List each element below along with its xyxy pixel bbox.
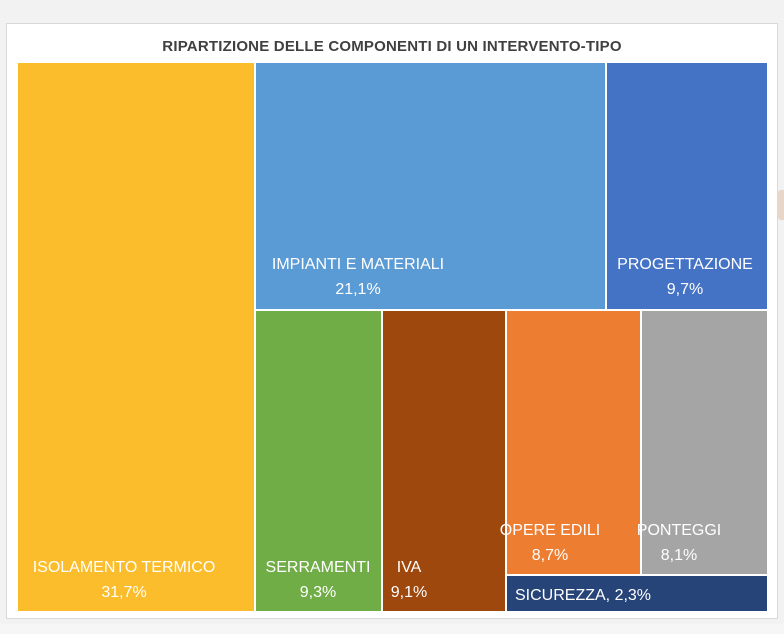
- tile-serramenti: [256, 311, 381, 611]
- tile-label-isolamento-termico: ISOLAMENTO TERMICO: [33, 559, 216, 576]
- tile-label-ponteggi: PONTEGGI: [637, 522, 721, 539]
- tile-label-impianti-e-materiali: IMPIANTI E MATERIALI: [272, 256, 444, 273]
- tile-label-progettazione: PROGETTAZIONE: [617, 256, 753, 273]
- chart-title: RIPARTIZIONE DELLE COMPONENTI DI UN INTE…: [162, 38, 622, 55]
- tile-ponteggi: [642, 311, 767, 574]
- tile-opere-edili: [507, 311, 640, 574]
- window-bottom-strip: [0, 624, 784, 634]
- tile-value-isolamento-termico: 31,7%: [101, 584, 146, 601]
- tile-value-opere-edili: 8,7%: [532, 547, 568, 564]
- tile-value-progettazione: 9,7%: [667, 281, 703, 298]
- tile-value-serramenti: 9,3%: [300, 584, 336, 601]
- tile-label-sicurezza: SICUREZZA, 2,3%: [515, 587, 651, 604]
- tile-label-serramenti: SERRAMENTI: [266, 559, 371, 576]
- tile-sicurezza: [507, 576, 767, 611]
- tile-isolamento-termico: [18, 63, 254, 611]
- tile-value-ponteggi: 8,1%: [661, 547, 697, 564]
- tile-value-impianti-e-materiali: 21,1%: [335, 281, 380, 298]
- tile-value-iva: 9,1%: [391, 584, 427, 601]
- tile-iva: [383, 311, 505, 611]
- tile-impianti-e-materiali: [256, 63, 605, 309]
- tile-label-opere-edili: OPERE EDILI: [500, 522, 600, 539]
- edge-decoration: [778, 190, 784, 220]
- tile-label-iva: IVA: [397, 559, 422, 576]
- tile-progettazione: [607, 63, 767, 309]
